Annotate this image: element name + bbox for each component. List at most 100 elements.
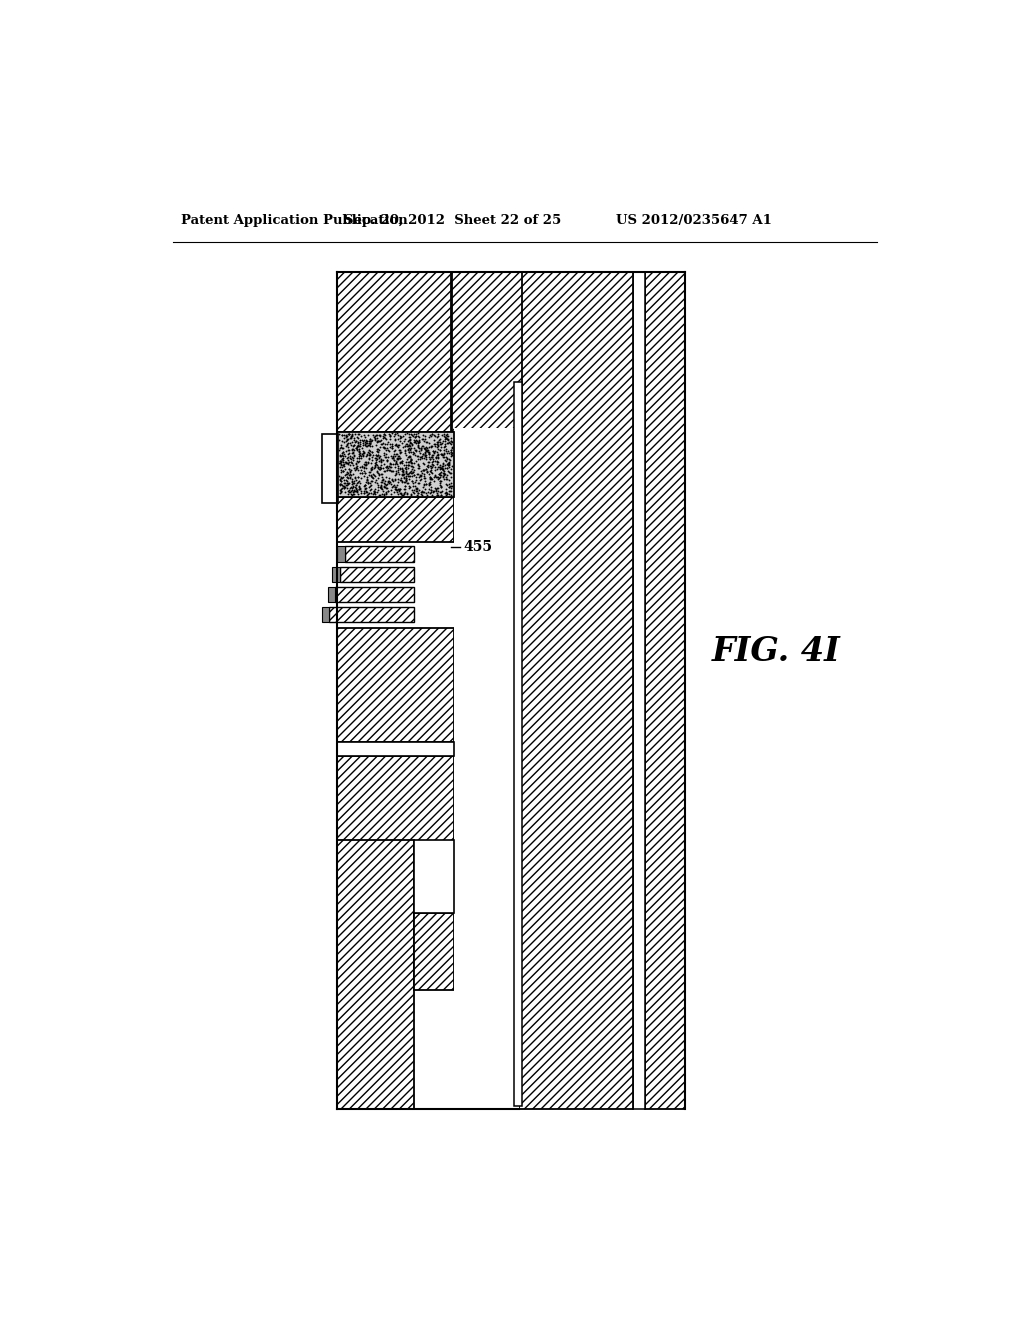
Point xyxy=(434,459,451,480)
Point xyxy=(336,478,352,499)
Point xyxy=(339,428,355,449)
Point xyxy=(364,450,380,471)
Point xyxy=(362,459,379,480)
Point xyxy=(429,451,445,473)
Point xyxy=(442,462,459,483)
Point xyxy=(359,424,376,445)
Point xyxy=(337,477,353,498)
Point xyxy=(440,454,457,475)
Point xyxy=(430,432,446,453)
Point xyxy=(436,463,453,484)
Point xyxy=(357,451,374,473)
Point xyxy=(433,432,450,453)
Point xyxy=(410,432,426,453)
Point xyxy=(360,445,377,466)
Point xyxy=(433,437,450,458)
Point xyxy=(389,483,406,504)
Point xyxy=(350,445,367,466)
Point xyxy=(393,461,410,482)
Point xyxy=(335,445,351,466)
Point xyxy=(407,422,423,444)
Point xyxy=(335,461,351,482)
Point xyxy=(440,451,457,473)
Point xyxy=(381,424,397,445)
Point xyxy=(364,446,380,467)
Point xyxy=(365,458,381,479)
Point xyxy=(410,478,426,499)
Point xyxy=(400,430,417,451)
Point xyxy=(380,458,396,479)
Point xyxy=(379,455,395,477)
Point xyxy=(354,444,371,465)
Point xyxy=(410,473,426,494)
Point xyxy=(352,483,369,504)
Point xyxy=(421,444,437,465)
Point xyxy=(397,467,414,488)
Point xyxy=(400,440,417,461)
Point xyxy=(346,459,362,480)
Point xyxy=(395,479,412,500)
Point xyxy=(357,451,374,473)
Point xyxy=(432,463,449,484)
Point xyxy=(386,449,402,470)
Point xyxy=(435,424,452,445)
Point xyxy=(340,429,356,450)
Point xyxy=(369,461,385,482)
Point xyxy=(393,451,410,473)
Point xyxy=(375,480,391,502)
Point xyxy=(442,478,459,499)
Point xyxy=(402,433,419,454)
Point xyxy=(432,457,449,478)
Point xyxy=(357,453,374,474)
Point xyxy=(394,463,411,484)
Point xyxy=(373,471,389,492)
Point xyxy=(440,430,457,451)
Point xyxy=(417,429,433,450)
Point xyxy=(371,458,387,479)
Point xyxy=(437,428,454,449)
Text: US 2012/0235647 A1: US 2012/0235647 A1 xyxy=(615,214,771,227)
Point xyxy=(430,424,446,445)
Point xyxy=(385,454,401,475)
Point xyxy=(367,451,383,473)
Point xyxy=(388,454,404,475)
Point xyxy=(364,483,380,504)
Point xyxy=(400,454,417,475)
Point xyxy=(386,425,402,446)
Point xyxy=(361,433,378,454)
Point xyxy=(362,429,379,450)
Point xyxy=(389,449,406,470)
Point xyxy=(417,438,433,459)
Point xyxy=(373,457,389,478)
Point xyxy=(384,422,400,444)
Point xyxy=(351,442,368,463)
Point xyxy=(354,430,371,451)
Point xyxy=(395,426,412,447)
Point xyxy=(351,475,368,496)
Point xyxy=(443,455,460,477)
Point xyxy=(346,434,362,455)
Point xyxy=(354,433,371,454)
Point xyxy=(367,455,383,477)
Point xyxy=(441,475,458,496)
Bar xyxy=(330,607,414,622)
Point xyxy=(383,461,399,482)
Point xyxy=(411,479,427,500)
Point xyxy=(395,484,412,506)
Point xyxy=(433,470,450,491)
Point xyxy=(387,454,403,475)
Point xyxy=(427,436,443,457)
Point xyxy=(348,453,365,474)
Point xyxy=(350,432,367,453)
Point xyxy=(376,454,392,475)
Point xyxy=(440,454,457,475)
Point xyxy=(345,463,361,484)
Point xyxy=(345,477,361,498)
Bar xyxy=(337,498,454,543)
Point xyxy=(431,429,447,450)
Point xyxy=(441,449,458,470)
Point xyxy=(386,469,402,490)
Point xyxy=(417,444,433,465)
Point xyxy=(435,446,452,467)
Point xyxy=(409,430,425,451)
